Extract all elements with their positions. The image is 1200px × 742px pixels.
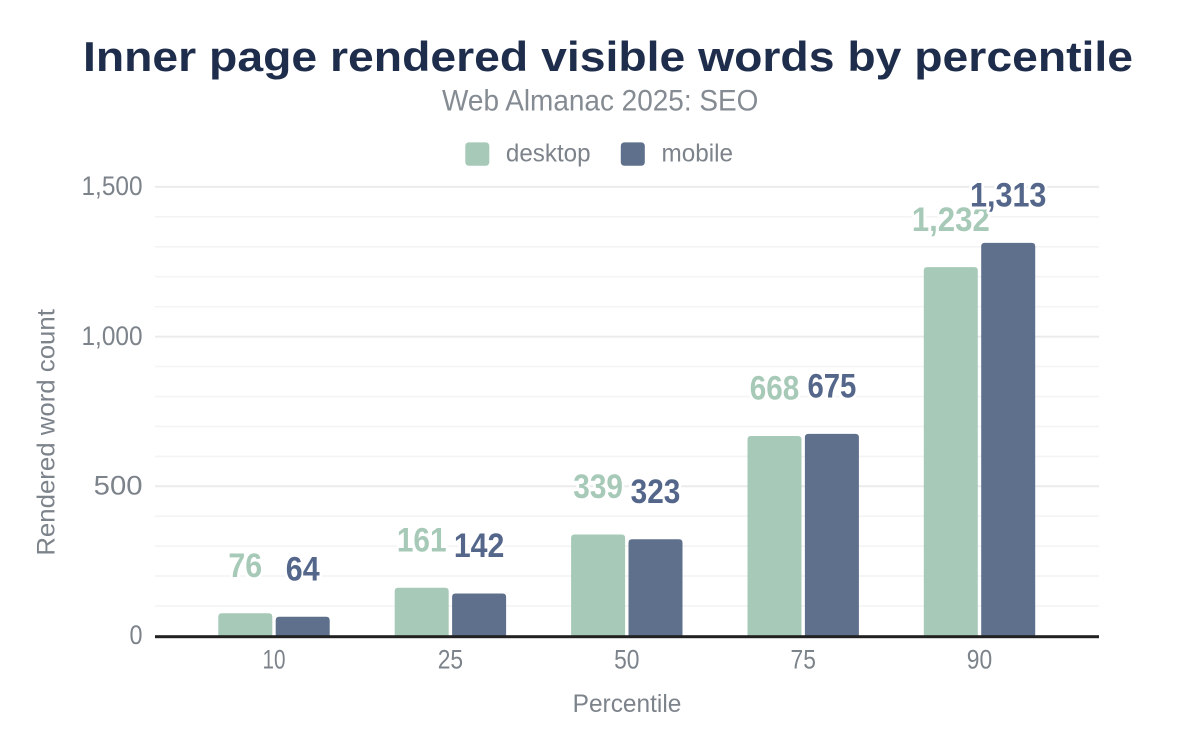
svg-text:75: 75 xyxy=(791,646,816,675)
svg-text:500: 500 xyxy=(94,471,143,500)
svg-text:Web Almanac 2025: SEO: Web Almanac 2025: SEO xyxy=(442,85,758,118)
svg-text:10: 10 xyxy=(263,645,286,675)
svg-text:90: 90 xyxy=(967,646,992,675)
svg-text:desktop: desktop xyxy=(506,140,591,167)
svg-text:25: 25 xyxy=(438,646,463,675)
svg-text:50: 50 xyxy=(614,646,639,675)
svg-text:Percentile: Percentile xyxy=(573,691,682,718)
svg-text:Inner page rendered visible wo: Inner page rendered visible words by per… xyxy=(83,34,1133,81)
svg-text:675: 675 xyxy=(807,366,856,405)
svg-text:161: 161 xyxy=(397,520,447,559)
svg-text:668: 668 xyxy=(750,369,799,408)
svg-text:76: 76 xyxy=(228,546,262,584)
svg-text:0: 0 xyxy=(130,621,143,651)
svg-text:1,232: 1,232 xyxy=(912,199,990,238)
svg-text:Rendered word count: Rendered word count xyxy=(33,309,61,556)
svg-text:142: 142 xyxy=(454,526,504,564)
svg-text:1,500: 1,500 xyxy=(82,172,143,201)
svg-text:1,000: 1,000 xyxy=(82,322,143,351)
svg-text:1,313: 1,313 xyxy=(970,175,1046,214)
svg-text:323: 323 xyxy=(631,472,681,511)
svg-text:mobile: mobile xyxy=(662,140,733,167)
svg-text:339: 339 xyxy=(573,467,623,506)
svg-text:64: 64 xyxy=(286,550,320,588)
